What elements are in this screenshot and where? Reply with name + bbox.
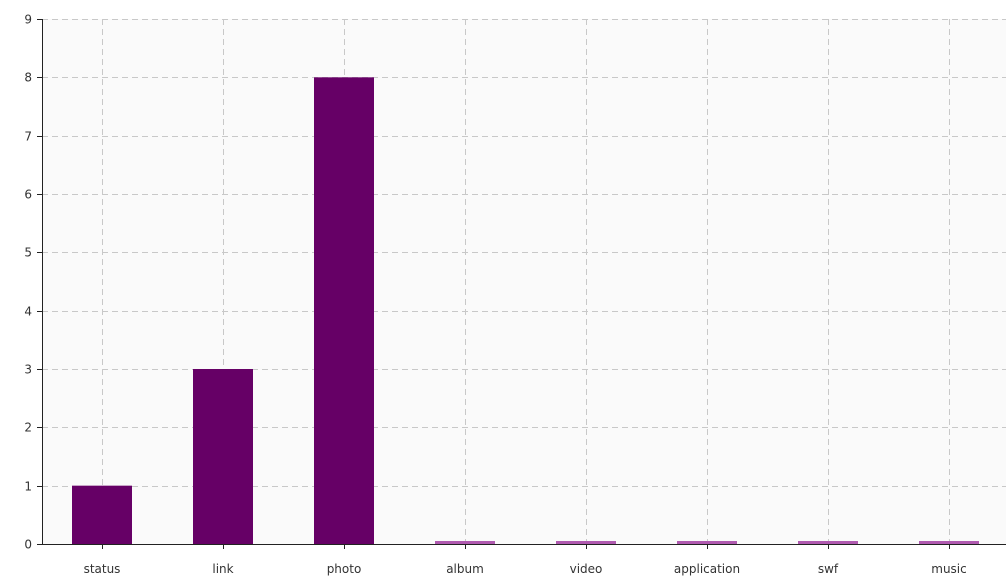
bar-swf: [798, 541, 858, 544]
x-tick-label: status: [84, 562, 121, 576]
x-tick-label: swf: [818, 562, 839, 576]
bar-status: [72, 485, 132, 544]
x-tick-label: music: [931, 562, 966, 576]
x-tick-label: link: [212, 562, 233, 576]
x-tick-label: photo: [327, 562, 362, 576]
y-tick-label: 8: [24, 71, 32, 85]
y-tick-label: 1: [24, 480, 32, 494]
x-tick-label: album: [446, 562, 484, 576]
y-tick-label: 5: [24, 246, 32, 260]
bar-link: [193, 369, 253, 544]
labels-layer: 0 1 2 3 4 5 6 7 8 9 status link photo album video appli…: [24, 13, 966, 577]
bar-music: [919, 541, 979, 544]
bar-album: [435, 541, 495, 544]
y-tick-label: 0: [24, 538, 32, 552]
x-tick-label: video: [570, 562, 603, 576]
y-tick-label: 4: [24, 305, 32, 319]
x-tick-label: application: [674, 562, 740, 576]
bar-photo: [314, 77, 374, 544]
y-tick-label: 3: [24, 363, 32, 377]
plot-background-layer: [42, 19, 1006, 544]
axes-layer: [37, 19, 1006, 549]
bar-application: [677, 541, 737, 544]
y-tick-label: 2: [24, 421, 32, 435]
plot-area: [42, 19, 1006, 544]
y-tick-label: 9: [24, 13, 32, 27]
y-tick-label: 6: [24, 188, 32, 202]
y-tick-label: 7: [24, 130, 32, 144]
bars-layer: [72, 77, 979, 544]
bar-video: [556, 541, 616, 544]
